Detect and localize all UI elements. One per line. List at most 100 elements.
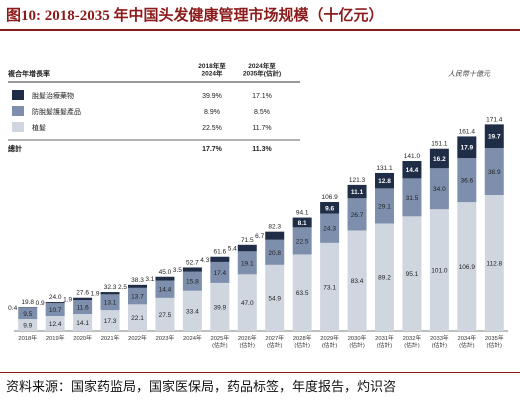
legend-label-0: 脫髮治療藥物 [32, 91, 74, 100]
value-label-2-12: 11.1 [351, 189, 364, 196]
bar-2-7 [210, 256, 230, 262]
value-label-1-16: 36.6 [461, 178, 474, 185]
bar-1-13 [375, 188, 394, 224]
bar-2-10 [292, 217, 312, 228]
bar-2-4 [128, 284, 147, 288]
bar-1-10 [292, 227, 312, 255]
bar-2-2 [73, 297, 93, 301]
bar-1-3 [100, 294, 120, 311]
bar-2-9 [265, 231, 285, 240]
x-tick-label-16: 2034年(估計) [457, 334, 476, 349]
bar-2-14 [402, 161, 422, 179]
value-label-0-8: 47.0 [241, 300, 254, 307]
value-label-2-7: 4.3 [200, 257, 209, 264]
cagr-total-1: 17.7% [202, 146, 223, 153]
value-label-2-8: 5.4 [228, 246, 237, 253]
value-label-1-12: 26.7 [351, 212, 364, 219]
value-label-0-13: 89.2 [378, 275, 391, 282]
value-label-0-2: 14.1 [76, 320, 89, 327]
value-label-1-9: 20.8 [268, 250, 281, 257]
value-label-1-3: 13.1 [104, 300, 117, 307]
bar-0-2 [73, 314, 93, 331]
bar-2-15 [429, 148, 449, 169]
bar-0-7 [210, 282, 230, 331]
value-label-2-3: 1.9 [91, 291, 100, 298]
bar-2-11 [320, 202, 340, 214]
bar-0-14 [402, 216, 422, 331]
total-label-15: 151.1 [431, 141, 448, 148]
bar-0-12 [347, 230, 367, 331]
x-tick-label-8: 2026年(估計) [238, 334, 257, 349]
bar-0-4 [128, 304, 147, 331]
stacked-bar-chart: 複合年增長率 2018年至 2024年 2024年至 2035年(估計) 脫髮治療藥物 39… [7, 61, 508, 349]
bar-1-4 [128, 287, 147, 305]
total-label-16: 161.4 [459, 128, 476, 135]
value-label-0-15: 101.0 [431, 268, 448, 275]
value-label-0-16: 106.9 [459, 264, 476, 271]
bar-0-15 [429, 209, 449, 331]
cagr-col2-header: 2024年至 2035年(估計) [243, 61, 281, 78]
total-label-5: 45.0 [159, 269, 172, 276]
total-label-12: 121.3 [349, 177, 366, 184]
value-label-0-3: 17.3 [104, 318, 117, 325]
cagr-header: 複合年增長率 [7, 69, 50, 78]
total-label-2: 27.6 [76, 290, 89, 297]
bar-0-16 [457, 202, 477, 331]
value-label-1-10: 22.5 [296, 238, 309, 245]
bar-1-16 [457, 158, 477, 203]
value-label-0-0: 9.9 [23, 323, 32, 330]
bar-2-3 [100, 292, 120, 295]
value-label-2-14: 14.4 [406, 167, 419, 174]
bar-2-17 [484, 124, 504, 149]
legend-swatch-0 [12, 90, 24, 100]
bar-1-2 [73, 300, 93, 315]
value-label-2-11: 9.6 [325, 205, 334, 212]
value-label-2-2: 1.9 [63, 296, 72, 303]
value-label-0-17: 112.8 [486, 261, 502, 268]
bar-0-5 [155, 297, 175, 331]
total-label-13: 131.1 [376, 165, 393, 172]
source-note: 资料来源：国家药监局，国家医保局，药品标签，年度报告，灼识咨 [6, 379, 397, 394]
total-label-1: 24.0 [49, 294, 62, 301]
x-tick-label-9: 2027年(估計) [265, 334, 284, 349]
value-label-1-13: 29.1 [378, 203, 391, 210]
bar-1-12 [347, 198, 367, 231]
figure-title: 图10: 2018-2035 年中国头发健康管理市场规模（十亿元） [6, 8, 384, 24]
value-label-0-7: 39.9 [214, 304, 227, 311]
bar-0-17 [484, 195, 504, 331]
bar-1-5 [155, 280, 175, 298]
x-tick-label-11: 2029年(估計) [320, 334, 339, 349]
bar-2-6 [182, 267, 202, 272]
x-tick-label-2: 2020年 [73, 334, 92, 342]
bar-1-17 [484, 148, 504, 196]
bar-2-5 [155, 276, 175, 281]
value-label-2-0: 0.4 [8, 305, 17, 312]
value-label-0-9: 54.9 [268, 295, 281, 302]
bar-2-13 [375, 172, 394, 189]
bar-1-9 [265, 239, 285, 265]
total-label-7: 61.6 [214, 249, 227, 256]
total-label-3: 32.3 [104, 284, 117, 291]
unit-label: 人民幣十億元 [448, 70, 491, 78]
cagr-2-2: 11.7% [252, 125, 271, 132]
value-label-2-10: 8.1 [298, 220, 307, 227]
value-label-2-15: 16.2 [433, 156, 446, 163]
total-label-14: 141.0 [404, 153, 421, 160]
legend-label-1: 防脫髮護髮產品 [32, 107, 81, 116]
bar-0-0 [18, 319, 38, 331]
bar-0-10 [292, 254, 312, 331]
cagr-2-1: 8.5% [254, 109, 270, 116]
title-rule [0, 29, 520, 31]
x-tick-label-14: 2032年(估計) [403, 334, 422, 349]
x-tick-label-3: 2021年 [101, 334, 120, 342]
total-label-9: 82.3 [268, 224, 281, 231]
x-tick-label-7: 2025年(估計) [210, 334, 229, 349]
bar-0-13 [375, 223, 394, 331]
total-label-10: 94.1 [296, 210, 309, 217]
value-label-2-13: 12.8 [378, 178, 391, 185]
bar-0-11 [320, 242, 340, 331]
value-label-0-10: 63.5 [296, 290, 309, 297]
value-label-1-0: 9.5 [23, 311, 32, 318]
cagr-total-label: 總計 [8, 144, 22, 153]
legend-swatch-1 [12, 106, 24, 116]
